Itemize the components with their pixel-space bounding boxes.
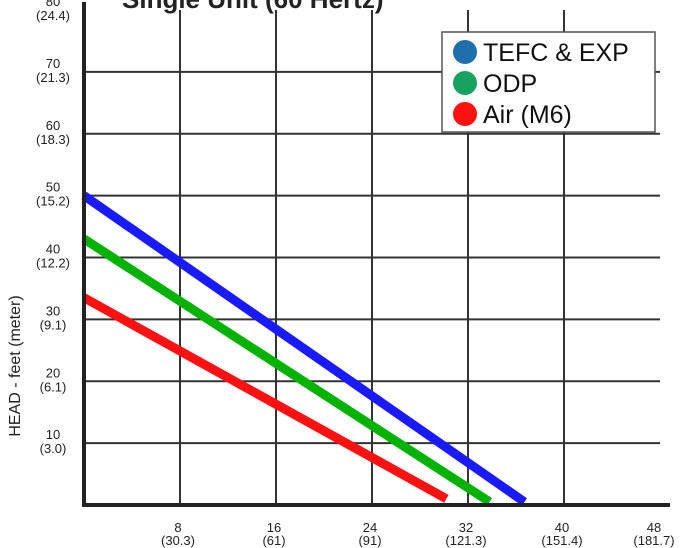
x-tick-sublabel-32: (121.3) xyxy=(445,533,486,548)
y-tick-sublabel-10: (3.0) xyxy=(40,441,67,456)
x-tick-label-8: 8 xyxy=(174,520,181,535)
legend-label-1: ODP xyxy=(483,70,537,98)
y-tick-sublabel-50: (15.2) xyxy=(36,194,70,209)
grid-lines xyxy=(84,10,660,505)
y-tick-label-20: 20 xyxy=(46,365,60,380)
legend-dot-0 xyxy=(453,40,477,64)
series-line-2 xyxy=(81,293,449,503)
y-tick-label-50: 50 xyxy=(46,180,60,195)
x-tick-label-24: 24 xyxy=(363,520,377,535)
y-tick-label-80: 80 xyxy=(46,0,60,9)
x-tick-label-32: 32 xyxy=(459,520,473,535)
x-tick-label-48: 48 xyxy=(647,520,661,535)
x-tick-sublabel-8: (30.3) xyxy=(161,533,195,548)
axes xyxy=(82,2,670,507)
x-tick-labels: 8(30.3) 16(61) 24(91) 32(121.3) 40(151.4) 48(… xyxy=(161,520,675,548)
legend-box xyxy=(441,31,656,133)
x-tick-sublabel-40: (151.4) xyxy=(541,533,582,548)
y-tick-sublabel-40: (12.2) xyxy=(36,256,70,271)
y-tick-label-10: 10 xyxy=(46,427,60,442)
legend-label-2: Air (M6) xyxy=(483,101,572,129)
y-tick-sublabel-30: (9.1) xyxy=(40,317,67,332)
x-tick-sublabel-48: (181.7) xyxy=(633,533,674,548)
y-tick-labels: 10(3.0)20(6.1)30(9.1)40(12.2)50(15.2)60(… xyxy=(36,0,70,456)
x-tick-label-16: 16 xyxy=(267,520,281,535)
series-line-1 xyxy=(81,235,493,506)
legend-label-0: TEFC & EXP xyxy=(483,39,629,67)
x-tick-sublabel-16: (61) xyxy=(262,533,285,548)
y-tick-label-40: 40 xyxy=(46,242,60,257)
y-tick-sublabel-80: (24.4) xyxy=(36,8,70,23)
series-lines xyxy=(81,191,527,506)
y-tick-sublabel-70: (21.3) xyxy=(36,70,70,85)
x-tick-sublabel-24: (91) xyxy=(358,533,381,548)
y-tick-label-30: 30 xyxy=(46,303,60,318)
y-tick-label-60: 60 xyxy=(46,118,60,133)
y-axis-label: HEAD - feet (meter) xyxy=(7,295,24,436)
legend-dot-1 xyxy=(453,71,477,95)
chart-title: Single Unit (60 Hertz) xyxy=(122,0,383,14)
y-tick-label-70: 70 xyxy=(46,56,60,71)
y-tick-sublabel-60: (18.3) xyxy=(36,132,70,147)
y-tick-sublabel-20: (6.1) xyxy=(40,379,67,394)
series-line-0 xyxy=(81,191,527,506)
x-tick-label-40: 40 xyxy=(555,520,569,535)
legend-dot-2 xyxy=(453,102,477,126)
legend: TEFC & EXP ODP Air (M6) xyxy=(441,31,656,133)
